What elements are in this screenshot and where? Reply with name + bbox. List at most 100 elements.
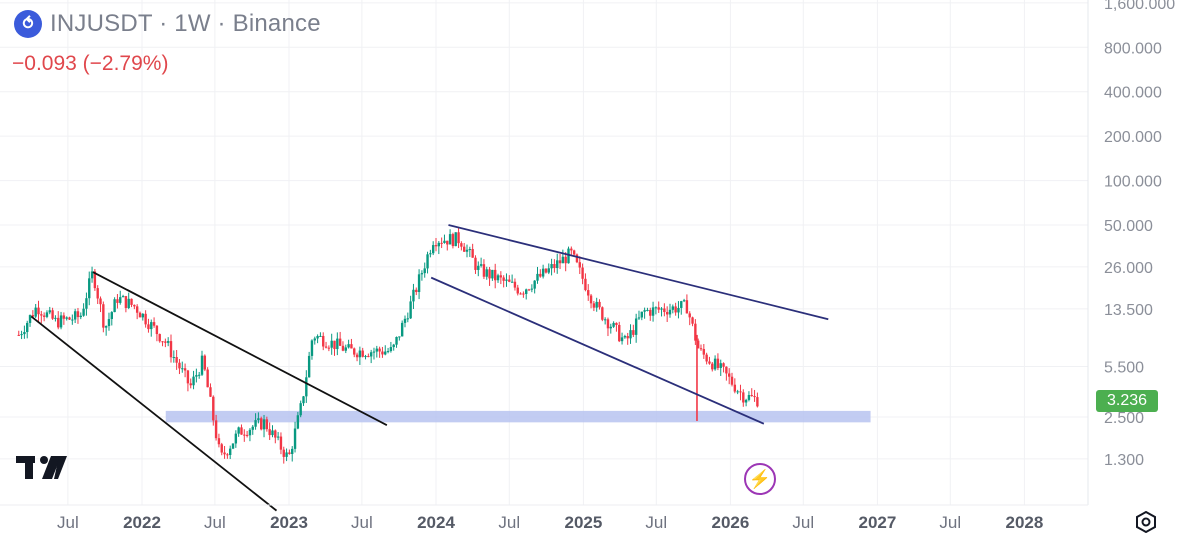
candle-body — [510, 281, 514, 283]
candle-body — [322, 335, 325, 347]
candle-body — [685, 300, 689, 314]
candle-body — [133, 304, 136, 307]
trendline[interactable] — [92, 271, 388, 426]
candle-body — [110, 312, 113, 320]
trendline[interactable] — [30, 315, 278, 512]
candle-body — [437, 242, 441, 247]
candle-body — [271, 430, 274, 436]
x-tick-label: 2022 — [123, 513, 161, 532]
candle-body — [716, 358, 720, 368]
candle-body — [85, 298, 88, 309]
chart-settings-icon[interactable] — [1135, 511, 1157, 533]
candle-body — [229, 448, 232, 455]
candle-body — [663, 308, 666, 313]
candle-body — [434, 245, 438, 247]
candle-body — [231, 443, 235, 449]
candle-body — [206, 369, 209, 388]
candle-body — [747, 395, 751, 400]
trendlines — [30, 224, 829, 512]
interval: 1W — [174, 10, 211, 37]
price-change: −0.093 (−2.79%) — [12, 52, 169, 75]
candle-body — [257, 418, 260, 421]
candle-body — [181, 368, 184, 370]
candle-body — [629, 330, 632, 339]
symbol-title[interactable]: INJUSDT · 1W · Binance — [50, 10, 321, 38]
candle-body — [499, 275, 503, 278]
candle-body — [513, 281, 517, 288]
support-zone — [165, 410, 871, 423]
candle-body — [730, 376, 734, 385]
candle-body — [601, 307, 604, 320]
candlestick-series — [17, 228, 759, 464]
candle-body — [595, 301, 598, 308]
candle-body — [527, 289, 531, 291]
last-price-badge: 3.236 — [1096, 390, 1158, 412]
candle-body — [150, 322, 153, 330]
candle-body — [699, 348, 703, 350]
time-axis[interactable]: Jul 2022 Jul 2023 Jul 2024 Jul 2025 Jul 2026 Jul 20… — [57, 513, 1043, 532]
candle-body — [634, 318, 638, 335]
candle-body — [260, 418, 263, 430]
candle-body — [643, 310, 646, 312]
candle-body — [584, 278, 587, 291]
candle-body — [79, 315, 82, 318]
candle-body — [288, 452, 291, 455]
candle-body — [378, 348, 381, 352]
candle-body — [409, 301, 412, 319]
trendline[interactable] — [448, 224, 829, 321]
candle-body — [42, 315, 46, 317]
candle-body — [567, 248, 570, 264]
lightning-bolt-icon[interactable]: ⚡ — [744, 463, 776, 495]
candle-body — [626, 336, 629, 339]
separator: · — [159, 10, 168, 37]
candle-body — [248, 429, 252, 436]
candle-body — [744, 399, 748, 403]
candle-body — [725, 366, 728, 374]
y-tick-label: 13.500 — [1104, 302, 1153, 319]
price-axis[interactable]: 1,600.000 800.000 400.000 200.000 100.000 50.… — [1104, 0, 1175, 469]
candle-body — [440, 242, 443, 244]
candle-body — [688, 313, 691, 318]
candle-body — [460, 243, 463, 247]
candle-body — [282, 449, 285, 457]
candle-body — [305, 377, 308, 397]
candle-body — [316, 336, 319, 339]
candle-body — [102, 304, 105, 328]
candle-body — [31, 315, 35, 317]
candle-body — [200, 355, 204, 375]
candle-body — [327, 347, 331, 349]
x-tick-label: 2024 — [417, 513, 455, 532]
candle-body — [93, 271, 97, 289]
candle-body — [220, 444, 223, 453]
candle-body — [214, 420, 218, 439]
candle-body — [400, 322, 404, 337]
candle-body — [113, 299, 116, 313]
x-tick-label: Jul — [498, 513, 520, 532]
trendline[interactable] — [430, 276, 765, 425]
candle-body — [135, 306, 139, 313]
candle-body — [587, 290, 590, 296]
candle-body — [299, 403, 302, 416]
candle-body — [522, 293, 525, 295]
candle-body — [502, 277, 505, 281]
candle-body — [265, 419, 269, 430]
candle-body — [570, 248, 573, 251]
candle-body — [161, 341, 164, 343]
candle-body — [530, 288, 534, 290]
candle-body — [696, 340, 700, 349]
candle-body — [251, 426, 254, 430]
candle-body — [742, 392, 745, 403]
candle-body — [660, 308, 663, 310]
y-tick-label: 1.300 — [1104, 452, 1144, 469]
candle-body — [62, 315, 66, 319]
candle-body — [646, 309, 649, 311]
candle-body — [183, 368, 187, 371]
candle-body — [254, 420, 257, 427]
candle-body — [471, 249, 474, 258]
candle-body — [657, 307, 660, 310]
candle-body — [127, 298, 130, 309]
symbol-name: INJUSDT — [50, 10, 153, 37]
tradingview-logo-icon[interactable] — [16, 454, 68, 480]
candle-body — [197, 374, 201, 376]
